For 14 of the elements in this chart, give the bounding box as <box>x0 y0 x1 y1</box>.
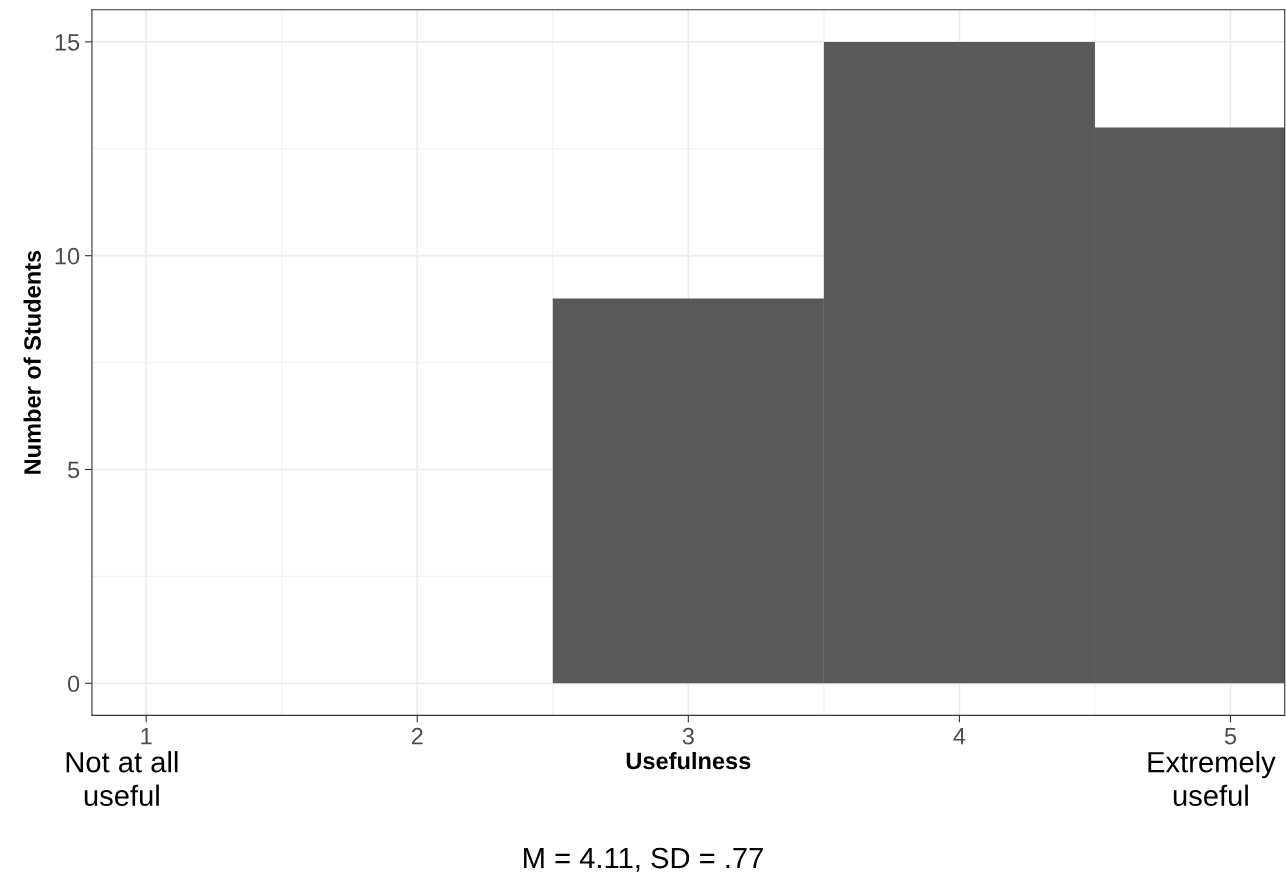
y-axis-title: Number of Students <box>23 250 41 474</box>
x-tick-label: 1 <box>141 728 152 745</box>
x-tick-label: 3 <box>682 727 694 745</box>
x-tick-label: 4 <box>953 728 966 745</box>
x-tick-label: 2 <box>411 727 423 745</box>
y-tick-label: 5 <box>67 461 80 479</box>
text: Extremely useful <box>1148 751 1276 807</box>
y-tick-label: 15 <box>55 34 80 51</box>
y-tick-label: 0 <box>67 675 80 693</box>
text: M = 4.11, SD = .77 <box>524 847 763 872</box>
x-tick-label: 5 <box>1224 728 1237 745</box>
x-axis-title: Usefulness <box>626 751 751 770</box>
text: Not at all useful <box>66 751 178 807</box>
y-tick-label: 10 <box>55 247 80 265</box>
